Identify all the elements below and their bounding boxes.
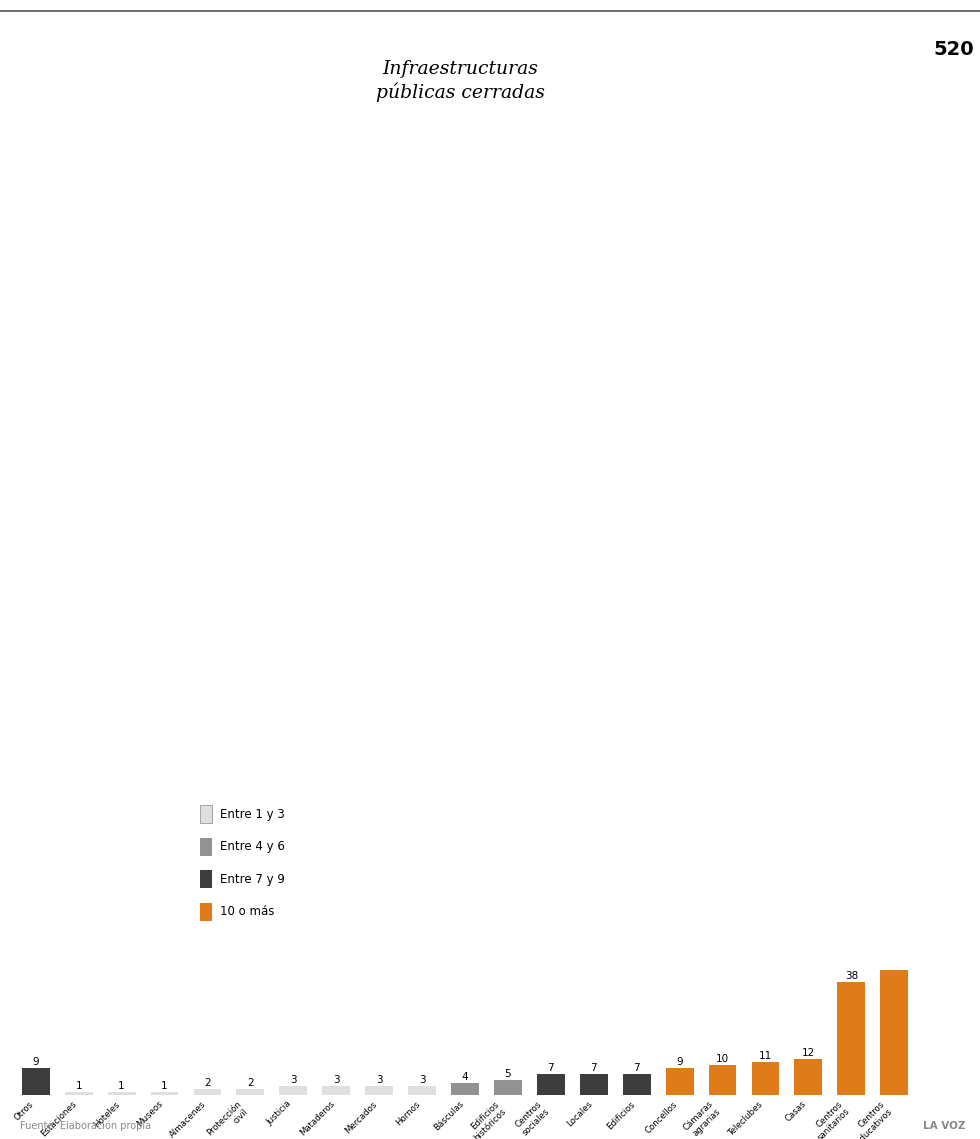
Bar [451, 1083, 479, 1095]
Text: 1: 1 [75, 1081, 82, 1091]
Text: Hornos: Hornos [394, 1099, 422, 1128]
Bar [193, 1089, 221, 1095]
Text: 3: 3 [376, 1075, 382, 1085]
Bar [108, 1092, 135, 1095]
Text: Hoteles: Hoteles [92, 1099, 122, 1129]
Text: Entre 1 y 3: Entre 1 y 3 [220, 808, 285, 821]
Bar [200, 805, 212, 823]
Text: 9: 9 [676, 1057, 683, 1067]
Bar [494, 1080, 522, 1095]
Bar [580, 1074, 608, 1095]
Text: Entre 7 y 9: Entre 7 y 9 [220, 872, 285, 886]
Text: Teleclubes: Teleclubes [727, 1099, 765, 1138]
Bar [709, 1065, 737, 1095]
Bar [366, 1087, 393, 1095]
Text: Protección
civil: Protección civil [205, 1099, 250, 1139]
Text: 9: 9 [32, 1057, 39, 1067]
Text: 7: 7 [548, 1063, 554, 1073]
Text: 11: 11 [759, 1051, 772, 1062]
Text: públicas cerradas: públicas cerradas [376, 82, 545, 101]
Text: Edificios
históricos: Edificios históricos [465, 1099, 508, 1139]
Bar [665, 1068, 694, 1095]
Bar [837, 982, 865, 1095]
Text: 7: 7 [633, 1063, 640, 1073]
Text: Justicia: Justicia [266, 1099, 293, 1128]
Text: Básculas: Básculas [431, 1099, 465, 1133]
Text: 3: 3 [333, 1075, 339, 1085]
Text: Museos: Museos [135, 1099, 165, 1129]
Bar [408, 1087, 436, 1095]
Bar [795, 1059, 822, 1095]
Text: 4: 4 [462, 1072, 468, 1082]
Bar [22, 1068, 50, 1095]
Bar [200, 870, 212, 888]
Text: 1: 1 [162, 1081, 168, 1091]
Text: Mataderos: Mataderos [298, 1099, 336, 1138]
Bar [151, 1092, 178, 1095]
Text: Concellos: Concellos [644, 1099, 679, 1136]
Bar [200, 837, 212, 855]
Text: LA VOZ: LA VOZ [923, 1121, 965, 1131]
Text: 3: 3 [418, 1075, 425, 1085]
Text: 3: 3 [290, 1075, 297, 1085]
Bar [322, 1087, 350, 1095]
Text: Infraestructuras: Infraestructuras [382, 60, 539, 77]
Text: 1: 1 [119, 1081, 124, 1091]
Bar [622, 1074, 651, 1095]
Text: 5: 5 [505, 1070, 512, 1080]
Text: 10 o más: 10 o más [220, 906, 274, 918]
Text: 7: 7 [591, 1063, 597, 1073]
Text: Cámaras
agrarias: Cámaras agrarias [682, 1099, 722, 1139]
Text: Fuente: Elaboración propia: Fuente: Elaboración propia [20, 1121, 151, 1131]
Text: Centros
sanitarios: Centros sanitarios [808, 1099, 852, 1139]
Bar [279, 1087, 308, 1095]
Text: 2: 2 [204, 1079, 211, 1088]
Text: Edificios: Edificios [605, 1099, 637, 1131]
Text: Otros: Otros [13, 1099, 35, 1122]
Text: Entre 4 y 6: Entre 4 y 6 [220, 841, 285, 853]
Bar [880, 970, 908, 1095]
Text: Estaciones: Estaciones [39, 1099, 78, 1139]
Text: Casas: Casas [784, 1099, 808, 1124]
Bar [236, 1089, 265, 1095]
Text: Mercados: Mercados [344, 1099, 379, 1136]
Text: 12: 12 [802, 1048, 815, 1058]
Bar [537, 1074, 564, 1095]
Text: Centros
sociales: Centros sociales [513, 1099, 551, 1138]
Text: 10: 10 [716, 1055, 729, 1064]
Text: 520: 520 [934, 40, 974, 59]
Bar [65, 1092, 93, 1095]
Text: 38: 38 [845, 970, 858, 981]
Text: Locales: Locales [564, 1099, 594, 1129]
Bar [752, 1063, 779, 1095]
Text: Almacenes: Almacenes [168, 1099, 208, 1139]
Bar [200, 903, 212, 921]
Text: 2: 2 [247, 1079, 254, 1088]
Text: Centros
educativos: Centros educativos [848, 1099, 894, 1139]
